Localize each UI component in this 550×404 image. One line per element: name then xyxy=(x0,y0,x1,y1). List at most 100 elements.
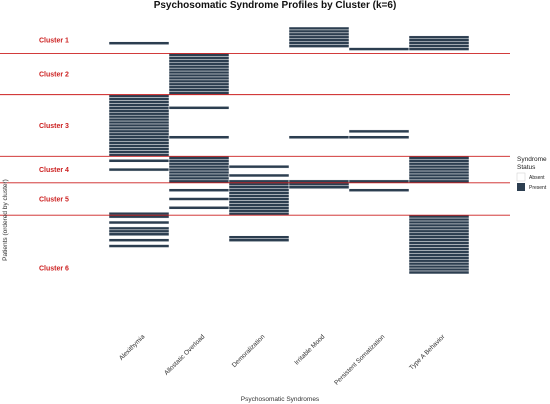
cell-demoralization-row-71 xyxy=(228,235,290,239)
x-tick-irritable-mood: Irritable Mood xyxy=(293,333,326,366)
cell-alexithymia-row-70 xyxy=(108,232,170,236)
cell-persistent-somatization-row-7 xyxy=(348,47,410,51)
cell-irritable-mood-row-2 xyxy=(288,32,350,37)
cell-allostatic-overload-row-17 xyxy=(168,76,230,81)
cell-alexithymia-row-69 xyxy=(108,229,170,234)
cell-demoralization-row-55 xyxy=(228,188,290,192)
cluster-label-5: Cluster 5 xyxy=(39,196,69,203)
cell-type-a-behavior-row-4 xyxy=(408,38,470,42)
cell-alexithymia-row-66 xyxy=(108,220,170,225)
cell-allostatic-overload-row-61 xyxy=(168,206,230,210)
cell-allostatic-overload-row-18 xyxy=(168,79,230,84)
cell-alexithymia-row-32 xyxy=(108,120,170,125)
cell-type-a-behavior-row-83 xyxy=(408,270,470,275)
cell-alexithymia-row-5 xyxy=(108,41,170,45)
cluster-labels: Cluster 1 Cluster 2 Cluster 3 Cluster 4 Clus… xyxy=(39,38,69,273)
cell-alexithymia-row-28 xyxy=(108,109,170,113)
cell-type-a-behavior-row-47 xyxy=(408,164,470,169)
cell-type-a-behavior-row-69 xyxy=(408,229,470,234)
cell-alexithymia-row-27 xyxy=(108,106,170,110)
cell-demoralization-row-59 xyxy=(228,200,290,204)
cell-allostatic-overload-row-27 xyxy=(168,106,230,110)
cell-type-a-behavior-row-82 xyxy=(408,267,470,272)
x-tick-alexithymia: Alexithymia xyxy=(118,333,147,362)
cell-type-a-behavior-row-3 xyxy=(408,35,470,39)
cluster-label-1: Cluster 1 xyxy=(39,38,69,45)
cell-type-a-behavior-row-45 xyxy=(408,159,470,163)
cell-type-a-behavior-row-81 xyxy=(408,264,470,269)
cell-irritable-mood-row-4 xyxy=(288,38,350,42)
cell-persistent-somatization-row-35 xyxy=(348,129,410,134)
x-tick-demoralization: Demoralization xyxy=(231,333,267,369)
cell-alexithymia-row-68 xyxy=(108,226,170,231)
cell-irritable-mood-row-5 xyxy=(288,41,350,45)
cell-irritable-mood-row-1 xyxy=(288,29,350,34)
cell-allostatic-overload-row-45 xyxy=(168,159,230,163)
cell-alexithymia-row-30 xyxy=(108,114,170,119)
cell-alexithymia-row-39 xyxy=(108,141,170,145)
cell-allostatic-overload-row-14 xyxy=(168,67,230,72)
cell-type-a-behavior-row-67 xyxy=(408,223,470,228)
y-axis-label: Patients (ordered by cluster) xyxy=(2,179,9,261)
cell-allostatic-overload-row-21 xyxy=(168,88,230,92)
cell-alexithymia-row-37 xyxy=(108,135,170,139)
cell-allostatic-overload-row-15 xyxy=(168,70,230,75)
cell-alexithymia-row-72 xyxy=(108,238,170,242)
cell-alexithymia-row-36 xyxy=(108,132,170,137)
cell-allostatic-overload-row-12 xyxy=(168,62,230,66)
cell-type-a-behavior-row-77 xyxy=(408,253,470,257)
cell-demoralization-row-57 xyxy=(228,194,290,198)
cell-allostatic-overload-row-19 xyxy=(168,82,230,87)
column-type-a-behavior xyxy=(408,35,470,275)
cell-irritable-mood-row-37 xyxy=(288,135,350,139)
cell-allostatic-overload-row-11 xyxy=(168,59,230,63)
cell-type-a-behavior-row-46 xyxy=(408,162,470,166)
cell-type-a-behavior-row-66 xyxy=(408,220,470,225)
cell-allostatic-overload-row-51 xyxy=(168,176,230,181)
cell-type-a-behavior-row-7 xyxy=(408,47,470,51)
heatmap-cells xyxy=(108,26,470,275)
cell-demoralization-row-58 xyxy=(228,197,290,201)
cell-type-a-behavior-row-5 xyxy=(408,41,470,45)
cell-type-a-behavior-row-76 xyxy=(408,250,470,254)
cell-demoralization-row-50 xyxy=(228,173,290,178)
cell-demoralization-row-62 xyxy=(228,209,290,213)
cell-type-a-behavior-row-80 xyxy=(408,261,470,266)
cell-alexithymia-row-42 xyxy=(108,150,170,154)
legend-title-line-1: Syndrome xyxy=(517,156,547,163)
cell-allostatic-overload-row-48 xyxy=(168,167,230,172)
cell-allostatic-overload-row-16 xyxy=(168,73,230,78)
cell-allostatic-overload-row-58 xyxy=(168,197,230,201)
legend-swatch-absent xyxy=(516,172,526,182)
column-allostatic-overload xyxy=(168,53,230,210)
cell-allostatic-overload-row-55 xyxy=(168,188,230,192)
cell-allostatic-overload-row-20 xyxy=(168,85,230,89)
cell-alexithymia-row-31 xyxy=(108,117,170,122)
cell-type-a-behavior-row-74 xyxy=(408,244,470,248)
cluster-label-6: Cluster 6 xyxy=(39,266,69,273)
cluster-label-4: Cluster 4 xyxy=(39,167,69,174)
chart-title: Psychosomatic Syndrome Profiles by Clust… xyxy=(154,0,397,11)
column-irritable-mood xyxy=(288,26,350,189)
cell-alexithymia-row-35 xyxy=(108,129,170,134)
column-alexithymia xyxy=(108,41,170,248)
cell-demoralization-row-61 xyxy=(228,206,290,210)
x-tick-labels: Alexithymia Allostatic Overload Demoraliza… xyxy=(118,333,447,387)
cell-alexithymia-row-24 xyxy=(108,97,170,101)
cell-type-a-behavior-row-72 xyxy=(408,238,470,242)
x-axis-label: Psychosomatic Syndromes xyxy=(241,396,320,403)
cell-type-a-behavior-row-70 xyxy=(408,232,470,236)
cell-alexithymia-row-45 xyxy=(108,159,170,163)
cluster-label-2: Cluster 2 xyxy=(39,72,69,79)
x-tick-type-a-behavior: Type A Behavior xyxy=(408,333,447,372)
cell-type-a-behavior-row-79 xyxy=(408,259,470,263)
cell-demoralization-row-72 xyxy=(228,238,290,242)
cell-irritable-mood-row-0 xyxy=(288,26,350,31)
cell-alexithymia-row-34 xyxy=(108,126,170,131)
cell-allostatic-overload-row-47 xyxy=(168,164,230,169)
cell-allostatic-overload-row-50 xyxy=(168,173,230,178)
cell-alexithymia-row-48 xyxy=(108,167,170,172)
cell-irritable-mood-row-3 xyxy=(288,35,350,39)
cell-demoralization-row-56 xyxy=(228,191,290,195)
